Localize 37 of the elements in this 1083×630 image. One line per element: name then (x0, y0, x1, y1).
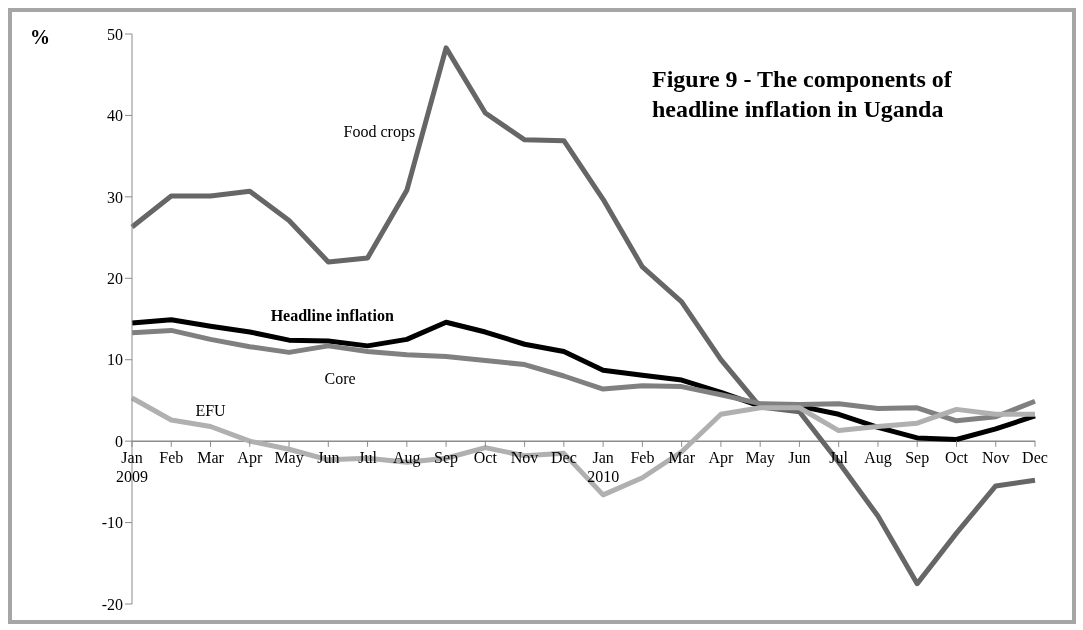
x-tick-label: Oct (473, 448, 498, 466)
x-tick-label: Jun (317, 448, 340, 466)
x-tick-label: Dec (550, 448, 577, 466)
y-tick-label: 30 (107, 188, 123, 206)
x-tick-label: Aug (864, 448, 892, 467)
x-tick-label: Aug (393, 448, 421, 467)
x-tick-label: Mar (197, 448, 225, 466)
series-label: Food crops (343, 123, 416, 142)
series-label: Headline inflation (270, 306, 394, 324)
x-tick-label: May (745, 448, 775, 467)
x-tick-label: Sep (434, 448, 459, 467)
x-tick-label: Sep (905, 448, 930, 467)
x-tick-label: Nov (510, 448, 539, 466)
y-tick-label: 10 (107, 351, 123, 369)
x-tick-label: Apr (708, 448, 735, 467)
x-tick-label: Oct (944, 448, 969, 466)
x-tick-label: Dec (1022, 448, 1048, 466)
y-tick-label: 0 (115, 432, 123, 450)
x-tick-label: Jun (788, 448, 811, 466)
x-tick-label: Feb (630, 448, 655, 466)
x-tick-label: Jul (358, 448, 378, 466)
y-tick-label: 40 (107, 107, 123, 125)
x-tick-label: Apr (237, 448, 263, 467)
y-tick-label: -20 (101, 595, 123, 613)
x-tick-label: Jan 2009 (116, 448, 148, 485)
y-tick-label: 50 (107, 25, 123, 43)
series-label: Core (324, 370, 356, 388)
series-label: EFU (195, 401, 227, 419)
x-tick-label: Nov (981, 448, 1010, 466)
y-tick-label: 20 (107, 269, 123, 287)
x-tick-label: Feb (159, 448, 184, 466)
x-tick-label: May (274, 448, 304, 467)
x-tick-label: Mar (668, 448, 696, 466)
y-tick-label: -10 (101, 514, 123, 532)
text: Figure 9 - The components of headline inflation in Uganda (652, 65, 953, 124)
y-axis-title: % (30, 26, 50, 49)
x-tick-label: Jan 2010 (587, 448, 620, 485)
